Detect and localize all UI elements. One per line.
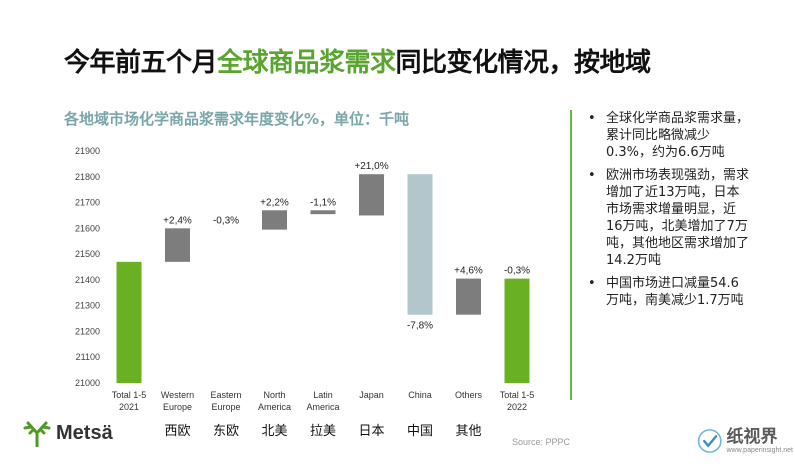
x-tick-label: Others: [455, 390, 483, 400]
note-text: 中国市场进口减量54.6万吨，南美减少1.7万吨: [606, 276, 744, 308]
data-label: -0,3%: [213, 215, 239, 226]
bar: [456, 278, 481, 315]
x-tick-label: China: [408, 390, 432, 400]
metsa-logo: Metsä: [22, 418, 113, 448]
x-tick-label: America: [258, 402, 291, 412]
data-label: +4,6%: [454, 266, 483, 277]
note-item: • 中国市场进口减量54.6万吨，南美减少1.7万吨: [586, 275, 750, 309]
y-tick-label: 21100: [76, 352, 100, 362]
y-tick-label: 21300: [75, 301, 100, 311]
waterfall-chart: 21000 21100 21200 21300 21400 21500 21600 21700…: [75, 146, 535, 439]
bar: [165, 228, 190, 262]
x-tick-label-zh: 拉美: [310, 424, 336, 439]
x-tick-label: Total 1-5: [500, 390, 535, 400]
bar: [310, 210, 336, 215]
x-tick-label-zh: 东欧: [213, 424, 239, 439]
chart-title: 各地域市场化学商品浆需求年度变化%，单位：千吨: [64, 110, 410, 128]
data-label: -0,3%: [504, 266, 530, 277]
bar: [407, 174, 433, 315]
x-tick-label-zh: 中国: [407, 424, 433, 439]
note-item: • 欧洲市场表现强劲，需求增加了近13万吨，日本市场需求增量明显，近16万吨，北美…: [586, 167, 750, 269]
x-tick-label: 2021: [119, 402, 139, 412]
data-label: +2,2%: [260, 197, 289, 208]
bullet-icon: •: [588, 276, 596, 291]
x-tick-label-zh: 北美: [261, 424, 287, 439]
x-tick-label-zh: 西欧: [164, 424, 190, 439]
y-tick-label: 21600: [75, 223, 100, 233]
x-tick-label: America: [306, 402, 339, 412]
logo-text: Metsä: [56, 421, 113, 444]
bar: [504, 278, 530, 383]
bullet-icon: •: [588, 111, 596, 126]
note-item: • 全球化学商品浆需求量，累计同比略微减少0.3%，约为6.6万吨: [586, 110, 750, 161]
notes-panel: • 全球化学商品浆需求量，累计同比略微减少0.3%，约为6.6万吨 • 欧洲市场表现…: [570, 110, 750, 400]
bar: [262, 210, 287, 230]
bar: [116, 261, 142, 383]
source-note: Source: PPPC: [512, 437, 571, 447]
x-tick-label: Total 1-5: [112, 390, 147, 400]
data-label: -7,8%: [407, 321, 433, 332]
x-tick-label: Latin: [313, 390, 333, 400]
y-tick-label: 21400: [75, 275, 100, 285]
y-tick-label: 21200: [75, 326, 100, 336]
note-text: 欧洲市场表现强劲，需求增加了近13万吨，日本市场需求增量明显，近16万吨，北美增…: [606, 168, 750, 268]
watermark-logo-icon: [697, 429, 722, 453]
x-tick-label: Europe: [211, 402, 240, 412]
y-tick-label: 21700: [75, 198, 100, 208]
title-highlight: 全球商品浆需求: [217, 48, 396, 78]
page-title: 今年前五个月全球商品浆需求同比变化情况，按地域: [64, 42, 651, 79]
x-tick-label: 2022: [507, 402, 527, 412]
x-tick-label: North: [263, 390, 285, 400]
bar: [359, 174, 384, 216]
watermark: 纸视界 www.paperinsight.net: [697, 418, 793, 464]
bullet-icon: •: [588, 168, 596, 183]
title-suffix: 同比变化情况，按地域: [395, 48, 652, 78]
x-tick-label: Eastern: [210, 390, 241, 400]
data-label: +21,0%: [354, 161, 388, 172]
note-text: 全球化学商品浆需求量，累计同比略微减少0.3%，约为6.6万吨: [606, 111, 750, 160]
y-tick-label: 21900: [75, 146, 100, 156]
x-tick-label: Western: [161, 390, 194, 400]
title-prefix: 今年前五个月: [64, 48, 218, 78]
watermark-name: 纸视界: [726, 426, 778, 447]
x-tick-label-zh: 日本: [358, 424, 384, 439]
x-tick-label: Europe: [163, 402, 192, 412]
antler-icon: [23, 421, 51, 447]
data-label: +2,4%: [163, 215, 192, 226]
x-tick-label-zh: 其他: [455, 424, 481, 439]
watermark-url: www.paperinsight.net: [726, 446, 793, 454]
y-tick-label: 21500: [75, 249, 100, 259]
y-tick-label: 21000: [75, 378, 100, 388]
y-tick-label: 21800: [75, 172, 100, 182]
data-label: -1,1%: [310, 197, 336, 208]
x-tick-label: Japan: [359, 390, 384, 400]
